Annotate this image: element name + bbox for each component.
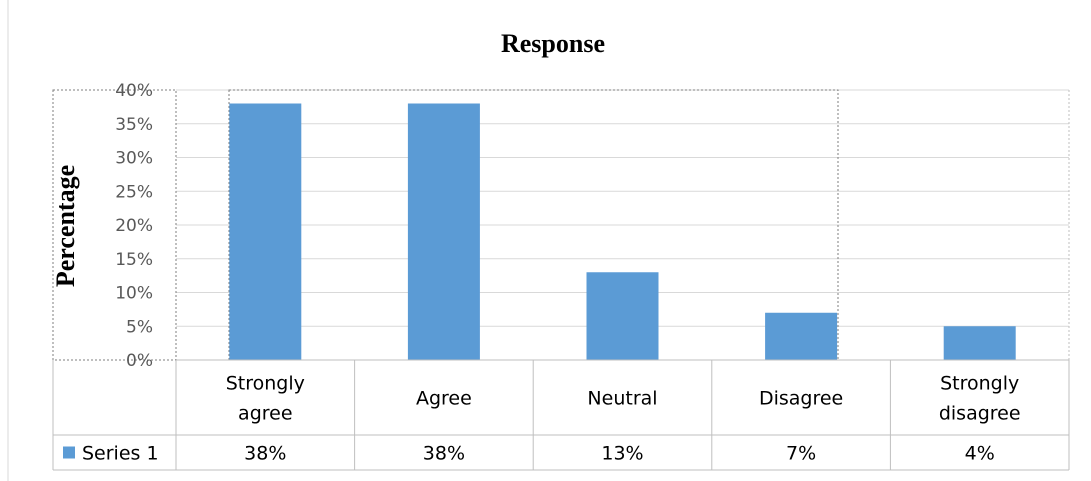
series-name: Series 1 — [82, 443, 159, 465]
data-table-value: 38% — [244, 443, 286, 465]
bar — [407, 103, 480, 360]
y-tick-label: 10% — [115, 284, 153, 304]
y-tick-label: 35% — [115, 115, 153, 135]
data-table-value: 4% — [965, 443, 995, 465]
dotted-frame-main — [228, 89, 839, 361]
y-tick-label: 25% — [115, 182, 153, 202]
y-tick-label: 0% — [126, 351, 153, 371]
category-label: Strongly — [226, 373, 305, 395]
category-label: agree — [238, 403, 292, 425]
chart-title: Response — [501, 29, 605, 58]
y-axis-label: Percentage — [51, 165, 80, 287]
legend-swatch — [63, 446, 75, 459]
y-tick-label: 20% — [115, 216, 153, 236]
category-label: Neutral — [587, 388, 657, 410]
dotted-outlines — [52, 89, 1070, 361]
data-table-value: 7% — [786, 443, 816, 465]
bar — [943, 326, 1016, 360]
category-label: disagree — [939, 403, 1021, 425]
bar — [229, 103, 302, 360]
category-label: Strongly — [940, 373, 1019, 395]
bar — [765, 312, 838, 360]
data-table: Strongly agree Agree Neutral Disagree Strongl… — [52, 359, 1070, 471]
y-tick-label: 15% — [115, 250, 153, 270]
bar — [586, 272, 659, 360]
y-tick-label: 30% — [115, 149, 153, 169]
category-label: Agree — [416, 388, 472, 410]
data-table-value: 38% — [423, 443, 465, 465]
y-axis-ticks: 0% 5% 10% 15% 20% 25% 30% 35% 40% — [115, 81, 153, 371]
dotted-frame-left — [52, 89, 177, 361]
y-tick-label: 5% — [126, 317, 153, 337]
bars — [229, 103, 1016, 360]
data-table-value: 13% — [601, 443, 643, 465]
y-tick-label: 40% — [115, 81, 153, 101]
category-label: Disagree — [759, 388, 843, 410]
